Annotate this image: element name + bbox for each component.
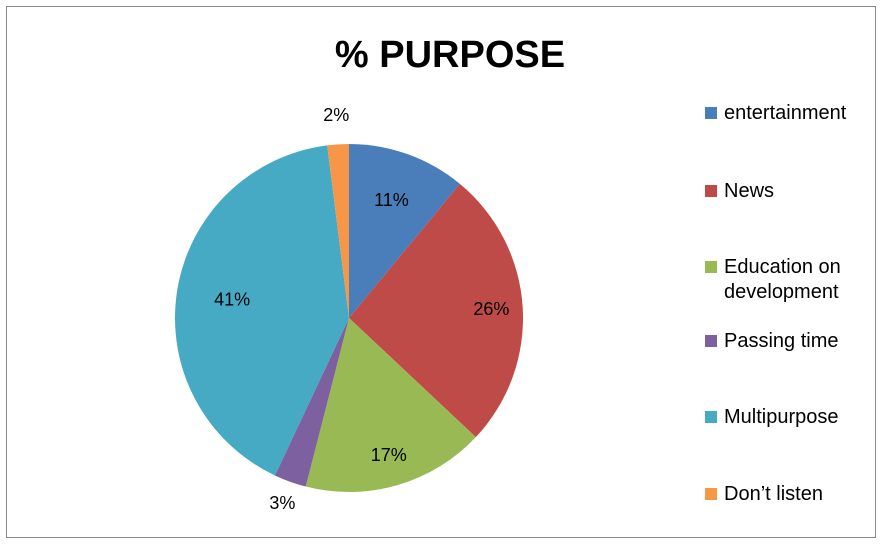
- legend-item-passing-time: Passing time: [705, 329, 874, 354]
- data-label-news: 26%: [473, 299, 509, 319]
- data-label-don-t-listen: 2%: [323, 105, 349, 125]
- data-label-education-on-development: 17%: [371, 445, 407, 465]
- legend-swatch: [705, 335, 717, 347]
- legend-label: Don’t listen: [724, 483, 823, 505]
- legend-item-news: News: [705, 179, 874, 204]
- legend-label: Passing time: [724, 330, 839, 352]
- data-label-multipurpose: 41%: [214, 289, 250, 309]
- pie-slice-education-on-development: [305, 318, 476, 493]
- pie-slice-entertainment: [349, 144, 460, 318]
- legend-item-multipurpose: Multipurpose: [705, 405, 874, 430]
- pie-slice-don-t-listen: [327, 144, 349, 318]
- pie-slices: [174, 144, 523, 493]
- pie-slice-news: [349, 183, 523, 438]
- legend-item-entertainment: entertainment: [705, 101, 874, 126]
- legend-swatch: [705, 107, 717, 119]
- legend-swatch: [705, 185, 717, 197]
- pie-data-labels: 11% 26% 17% 3% 41% 2%: [214, 105, 509, 513]
- legend-swatch: [705, 261, 717, 273]
- data-label-entertainment: 11%: [374, 190, 409, 210]
- legend-item-education: Education on development: [705, 255, 874, 305]
- pie-slice-passing-time: [274, 318, 349, 487]
- legend-item-dont-listen: Don’t listen: [705, 482, 874, 507]
- legend-swatch: [705, 411, 717, 423]
- legend-label: Education on development: [724, 256, 841, 303]
- legend-label: News: [724, 180, 775, 202]
- chart-title: % PURPOSE: [334, 34, 566, 76]
- legend: entertainment News Education on developm…: [705, 0, 880, 520]
- legend-swatch: [705, 488, 717, 500]
- data-label-passing-time: 3%: [269, 493, 295, 513]
- legend-label: entertainment: [724, 102, 847, 124]
- pie-slice-multipurpose: [174, 145, 349, 476]
- legend-label: Multipurpose: [724, 406, 839, 428]
